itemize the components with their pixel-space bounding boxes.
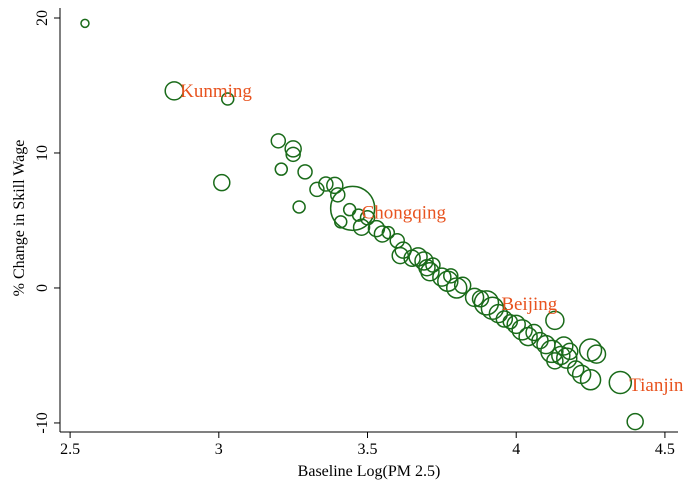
- bubble: [352, 218, 371, 236]
- bubble: [495, 310, 514, 328]
- x-tick-label: 4.5: [655, 441, 675, 458]
- annotation: Tianjin: [629, 375, 684, 396]
- annotation: Chongqing: [362, 202, 447, 223]
- bubble: [381, 225, 396, 240]
- bubble: [270, 133, 287, 149]
- x-tick-label: 3: [215, 441, 223, 458]
- bubble: [579, 369, 602, 391]
- y-axis-label: % Change in Skill Wage: [11, 140, 28, 297]
- bubble: [488, 303, 509, 324]
- bubble: [220, 92, 235, 106]
- bubble: [432, 267, 452, 287]
- bubble: [164, 81, 184, 101]
- x-tick-label: 3.5: [358, 441, 378, 458]
- bubble: [285, 146, 301, 163]
- bubble: [518, 326, 538, 347]
- bubble: [309, 181, 325, 198]
- bubble: [586, 344, 607, 364]
- bubble: [297, 164, 313, 180]
- bubble: [471, 290, 490, 308]
- x-axis-label: Baseline Log(PM 2.5): [298, 463, 441, 480]
- annotation: Beijing: [501, 294, 557, 315]
- x-tick-label: 4: [512, 441, 520, 458]
- bubble: [546, 352, 564, 370]
- bubble: [342, 202, 357, 217]
- bubble: [506, 314, 526, 335]
- bubble: [511, 319, 533, 341]
- bubble: [443, 268, 459, 284]
- annotation: Kunming: [180, 81, 252, 102]
- bubble: [326, 176, 344, 195]
- bubble: [414, 251, 434, 271]
- bubble: [560, 342, 579, 361]
- bubble: [284, 140, 302, 158]
- bubble: [318, 176, 334, 192]
- y-tick-label: 20: [34, 10, 51, 26]
- bubble: [333, 215, 348, 229]
- bubble: [418, 258, 436, 277]
- bubble: [453, 276, 472, 295]
- bubble: [373, 225, 392, 243]
- y-tick-label: 10: [34, 145, 51, 161]
- bubble: [425, 257, 441, 273]
- bubble: [480, 296, 505, 320]
- x-tick-label: 2.5: [60, 441, 80, 458]
- bubble: [626, 412, 644, 431]
- bubble: [420, 262, 440, 282]
- bubble: [329, 185, 376, 232]
- bubble: [445, 277, 468, 299]
- bubble: [545, 310, 565, 331]
- bubble: [330, 187, 346, 203]
- y-tick-label: 0: [34, 284, 51, 292]
- y-tick-label: -10: [34, 412, 51, 433]
- bubble: [578, 338, 603, 362]
- bubble: [551, 345, 571, 366]
- bubble: [351, 208, 366, 222]
- bubble: [80, 18, 90, 29]
- bubble: [213, 173, 231, 192]
- bubble: [608, 370, 633, 395]
- bubble: [359, 210, 376, 226]
- bubble: [556, 347, 578, 369]
- bubble: [540, 339, 564, 364]
- bubble: [554, 336, 574, 356]
- bubble: [292, 200, 306, 214]
- bubble: [408, 247, 428, 267]
- bubble: [274, 162, 289, 176]
- bubble: [566, 360, 585, 378]
- bubble: [473, 290, 500, 316]
